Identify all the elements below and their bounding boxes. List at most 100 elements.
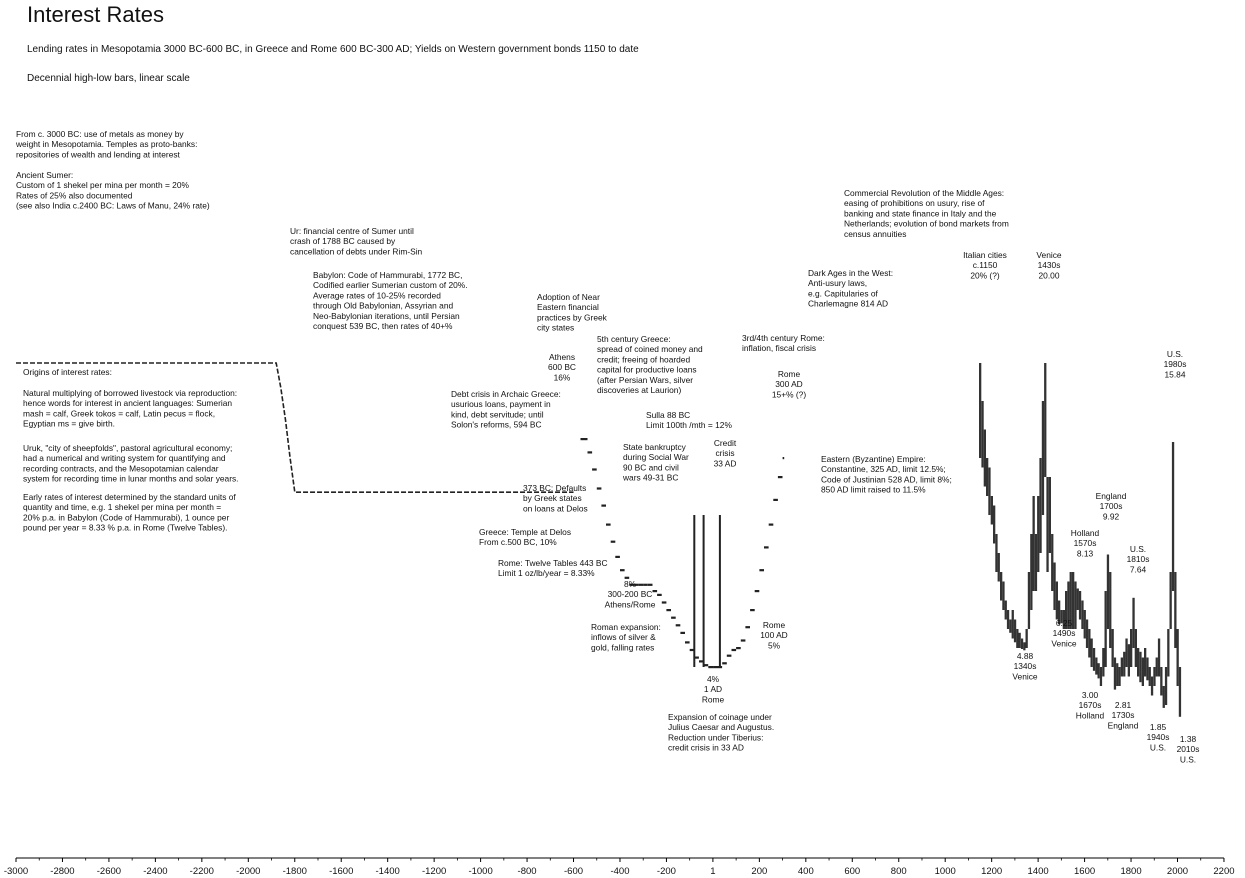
crisis-spike-bar <box>693 515 696 667</box>
annotation-line: on loans at Delos <box>523 503 588 513</box>
annotation-line: Natural multiplying of borrowed livestoc… <box>23 388 237 398</box>
bond-yield-bar <box>990 496 993 525</box>
bond-yield-bar <box>1025 629 1028 648</box>
point-label-line: 8% <box>624 579 637 589</box>
bond-yield-bar <box>1076 588 1079 610</box>
point-label-line: 20.00 <box>1039 270 1060 280</box>
bond-yield-bar <box>1146 657 1149 681</box>
point-label-line: England <box>1108 720 1139 730</box>
annotation-line: Ur: financial centre of Sumer until <box>290 226 414 236</box>
x-tick-label: -1600 <box>329 866 353 877</box>
point-label-layer: Athens 600 BC 16% Rome 300 AD 15+% (?)Italian… <box>548 250 1199 764</box>
bond-yield-bar <box>1123 651 1126 677</box>
annotation-line: Rome: Twelve Tables 443 BC <box>498 558 608 568</box>
point-label-line: 1980s <box>1164 359 1187 369</box>
data-point-ancient <box>675 624 681 627</box>
point-label-line: Rome <box>702 694 725 704</box>
data-point-ancient <box>740 639 746 642</box>
annotation-greece-5th: 5th century Greece: spread of coined mone… <box>597 334 703 395</box>
bond-yield-bar <box>1060 610 1063 624</box>
bond-yield-bar <box>1141 657 1144 686</box>
annotation-line: Dark Ages in the West: <box>808 268 893 278</box>
data-point-ancient <box>629 583 634 586</box>
data-point-ancient <box>694 656 699 659</box>
point-label-line: 2.81 <box>1115 700 1132 710</box>
bond-yield-bar <box>1148 667 1151 686</box>
data-point-ancient <box>680 631 685 634</box>
bond-yield-bar <box>1020 638 1024 649</box>
bond-yield-bar <box>1095 657 1098 675</box>
annotation-line: inflation, fiscal crisis <box>742 343 816 353</box>
annotation-line: discoveries at Laurion) <box>597 385 681 395</box>
x-tick-label: 1600 <box>1074 866 1095 877</box>
bond-yield-bar <box>1037 496 1040 572</box>
bond-yield-bar <box>1085 619 1089 648</box>
bond-yield-bar <box>1062 610 1065 629</box>
data-point-ancient <box>745 626 750 629</box>
annotation-line: Custom of 1 shekel per mina per month = … <box>16 180 189 190</box>
point-label-line: 1340s <box>1014 661 1037 671</box>
bond-yield-bar <box>1009 619 1012 633</box>
annotation-line: Netherlands; evolution of bond markets f… <box>844 219 1009 229</box>
bond-yield-bar <box>1088 629 1091 658</box>
point-label-line: 16% <box>554 372 571 382</box>
annotation-line: conquest 539 BC, then rates of 40+% <box>313 321 453 331</box>
data-point-ancient <box>647 583 653 586</box>
bond-yield-bar <box>1053 562 1056 610</box>
x-tick-label: -1200 <box>422 866 446 877</box>
point-label-line: 9.92 <box>1103 511 1120 521</box>
annotation-line: credit crisis in 33 AD <box>668 743 744 753</box>
point-label-line: 8.13 <box>1077 548 1094 558</box>
annotation-byzantine: Eastern (Byzantine) Empire: Constantine, … <box>821 454 952 495</box>
point-label-line: 1700s <box>1100 501 1123 511</box>
point-label-line: U.S. <box>1130 544 1146 554</box>
point-label-line: c.1150 <box>973 260 998 270</box>
annotation-line: Rates of 25% also documented <box>16 190 133 200</box>
x-tick-label: 1200 <box>981 866 1002 877</box>
annotation-line: 33 AD <box>714 458 737 468</box>
annotation-commercial-revolution: Commercial Revolution of the Middle Ages… <box>844 188 1009 239</box>
bond-yield-bar <box>1072 572 1075 629</box>
point-label-line: 1570s <box>1074 538 1097 548</box>
data-point-ancient <box>699 660 704 663</box>
data-point-ancient <box>764 546 769 549</box>
annotation-origin-of-money: From c. 3000 BC: use of metals as money … <box>15 129 197 159</box>
annotation-line: Debt crisis in Archaic Greece: <box>451 389 561 399</box>
data-point-ancient <box>592 468 597 471</box>
bond-yield-bar <box>1081 600 1084 629</box>
bond-yield-bar <box>1118 667 1121 686</box>
bond-yield-bar <box>1174 572 1177 648</box>
bond-yield-bar <box>1083 610 1086 639</box>
annotation-rome-3rd-4th: 3rd/4th century Rome: inflation, fiscal c… <box>742 333 825 353</box>
annotation-line: State bankruptcy <box>623 442 687 452</box>
data-point-ancient <box>606 523 611 526</box>
point-label-line: Athens <box>549 352 575 362</box>
data-point-ancient <box>661 601 667 604</box>
annotation-line: during Social War <box>623 452 689 462</box>
bond-yield-bar <box>1113 657 1117 690</box>
annotation-line: Reduction under Tiberius: <box>668 732 763 742</box>
annotation-line: 20% p.a. in Babylon (Code of Hammurabi),… <box>23 512 229 522</box>
annotation-twelve-tables: Rome: Twelve Tables 443 BC Limit 1 oz/lb/… <box>498 558 608 578</box>
annotation-line: Egyptian ms = give birth. <box>23 419 115 429</box>
annotation-line: repositories of wealth and lending at in… <box>16 149 181 159</box>
point-label-line: 5% <box>768 640 781 650</box>
annotation-line: Origins of interest rates: <box>23 367 112 377</box>
data-point-ancient <box>633 583 639 586</box>
bond-yield-bar <box>1090 638 1093 667</box>
data-point-ancient <box>624 576 630 579</box>
annotation-line: Roman expansion: <box>591 622 661 632</box>
point-label-line: 4% <box>707 674 720 684</box>
data-point-ancient <box>717 666 723 669</box>
annotation-line: crisis <box>715 448 734 458</box>
data-point-ancient <box>708 666 714 669</box>
point-label: U.S. 1810s 7.64 <box>1127 544 1150 574</box>
point-label: Athens 600 BC 16% <box>548 352 576 382</box>
point-label-line: Venice <box>1012 671 1037 681</box>
annotation-line: Solon's reforms, 594 BC <box>451 420 542 430</box>
bond-yield-bar <box>1027 572 1031 629</box>
bond-yield-bar <box>1065 591 1068 629</box>
x-tick-label: -1800 <box>283 866 307 877</box>
point-label-line: Italian cities <box>963 250 1007 260</box>
